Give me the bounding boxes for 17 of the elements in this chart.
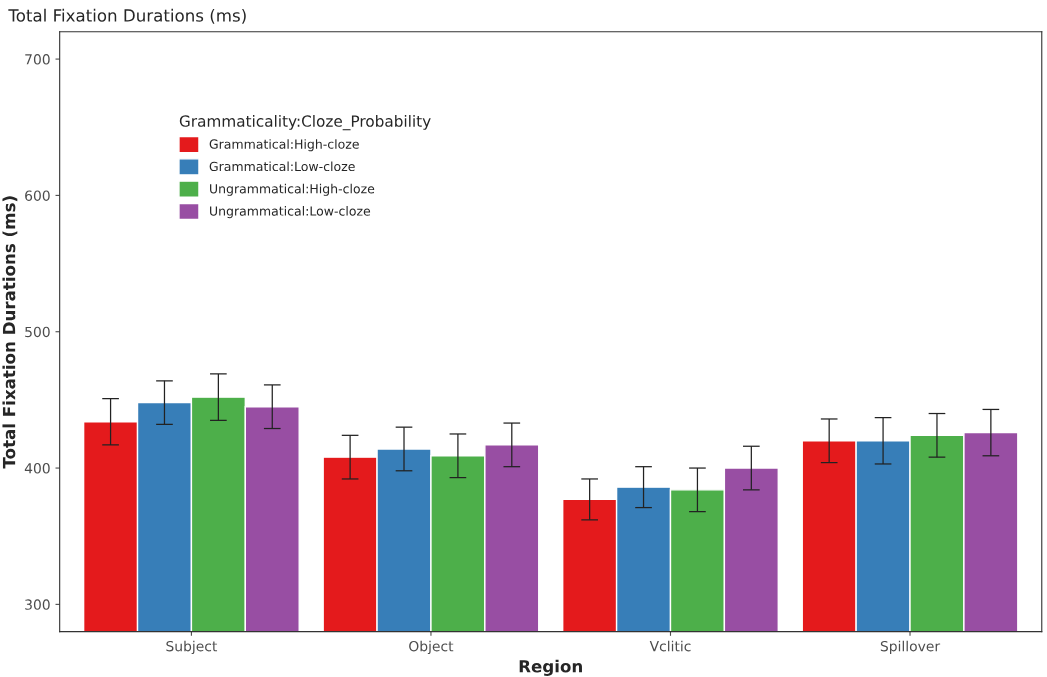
legend-label: Grammatical:Low-cloze <box>209 161 355 172</box>
x-tick-label: Object <box>409 640 454 655</box>
y-tick-label: 400 <box>24 463 50 474</box>
y-tick-label: 500 <box>25 326 50 338</box>
y-axis-title: Total Fixation Durations (ms) <box>2 196 18 469</box>
legend-label: Ungrammatical:Low-cloze <box>210 206 371 219</box>
x-tick-label: Vclitic <box>649 640 691 652</box>
x-axis-title: Region <box>519 659 582 676</box>
legend-label: Grammatical:High-cloze <box>209 139 359 152</box>
legend-label: Ungrammatical:High-cloze <box>210 183 375 196</box>
chart-title: Total Fixation Durations (ms) <box>8 8 246 24</box>
y-tick-label: 300 <box>25 599 50 610</box>
y-tick-label: 700 <box>25 54 50 65</box>
y-tick-label: 600 <box>25 190 50 201</box>
x-tick-label: Subject <box>166 640 218 655</box>
legend-title: Grammaticality:Cloze_Probability <box>179 115 431 131</box>
x-tick-label: Spillover <box>880 640 941 655</box>
